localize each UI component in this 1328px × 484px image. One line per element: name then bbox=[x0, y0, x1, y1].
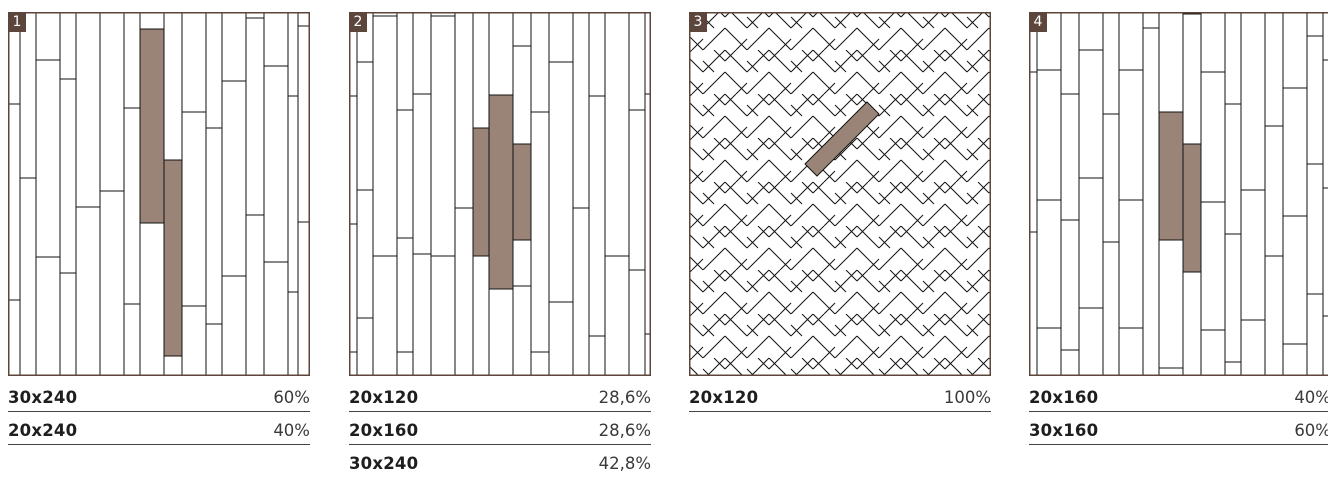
pattern-panel-2: 2 bbox=[349, 12, 651, 376]
pattern-diagram-1 bbox=[8, 12, 310, 376]
tile-share: 40% bbox=[273, 421, 310, 440]
tile-size: 20x240 bbox=[8, 421, 78, 440]
tile-size: 20x160 bbox=[1029, 388, 1099, 407]
tile-share: 28,6% bbox=[598, 421, 651, 440]
tile-size: 30x240 bbox=[8, 388, 78, 407]
pattern-panel-4: 4 bbox=[1029, 12, 1328, 376]
tile-size: 20x120 bbox=[689, 388, 759, 407]
spec-row: 20x160 28,6% bbox=[349, 419, 651, 445]
pattern-diagram-2 bbox=[349, 12, 651, 376]
spec-row: 20x240 40% bbox=[8, 419, 310, 445]
spec-row: 20x120 100% bbox=[689, 386, 991, 412]
pattern-panel-1: 1 bbox=[8, 12, 310, 376]
pattern-panel-3: 3 bbox=[689, 12, 991, 376]
tile-size: 30x240 bbox=[349, 454, 419, 473]
spec-row: 30x240 42,8% bbox=[349, 452, 651, 477]
pattern-diagram-3 bbox=[689, 12, 991, 376]
spec-row: 30x240 60% bbox=[8, 386, 310, 412]
spec-row: 30x160 60% bbox=[1029, 419, 1328, 445]
pattern-diagram-4 bbox=[1029, 12, 1328, 376]
tile-size: 20x120 bbox=[349, 388, 419, 407]
spec-row: 20x120 28,6% bbox=[349, 386, 651, 412]
tile-size: 20x160 bbox=[349, 421, 419, 440]
spec-row: 20x160 40% bbox=[1029, 386, 1328, 412]
spec-table-4: 20x160 40% 30x160 60% bbox=[1029, 386, 1328, 452]
panel-number-badge: 1 bbox=[8, 12, 26, 32]
tile-share: 60% bbox=[1294, 421, 1328, 440]
spec-table-2: 20x120 28,6% 20x160 28,6% 30x240 42,8% bbox=[349, 386, 651, 484]
spec-table-1: 30x240 60% 20x240 40% bbox=[8, 386, 310, 452]
tile-share: 42,8% bbox=[598, 454, 651, 473]
tile-share: 60% bbox=[273, 388, 310, 407]
panel-number-badge: 2 bbox=[349, 12, 367, 32]
tile-share: 40% bbox=[1294, 388, 1328, 407]
spec-table-3: 20x120 100% bbox=[689, 386, 991, 419]
tile-size: 30x160 bbox=[1029, 421, 1099, 440]
tile-share: 100% bbox=[943, 388, 991, 407]
tile-share: 28,6% bbox=[598, 388, 651, 407]
panel-number-badge: 4 bbox=[1029, 12, 1047, 32]
panel-number-badge: 3 bbox=[689, 12, 707, 32]
